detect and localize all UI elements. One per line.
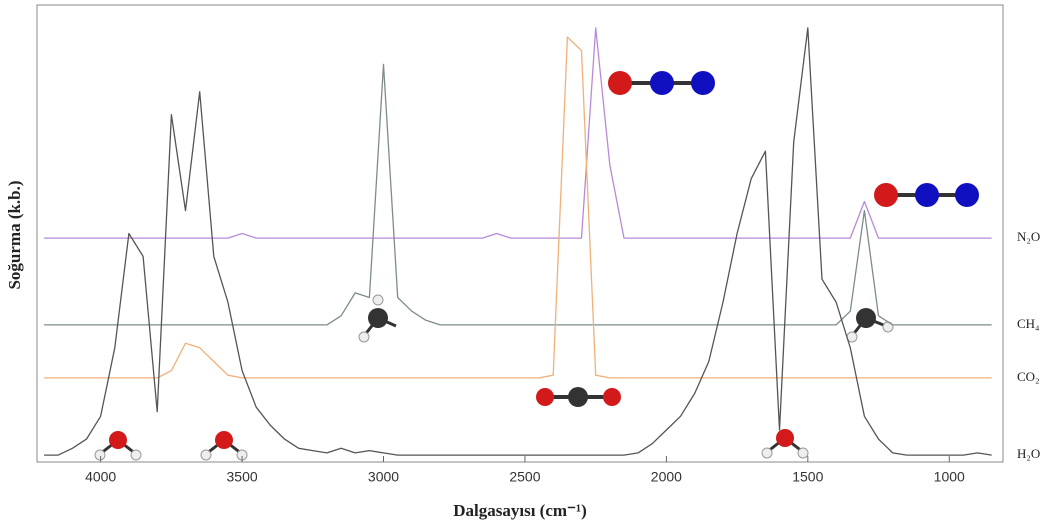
x-tick-label: 2500 (509, 469, 540, 485)
x-tick-label: 3000 (368, 469, 399, 485)
x-tick-label: 1000 (934, 469, 965, 485)
x-tick-label: 3500 (227, 469, 258, 485)
series-label: N₂O (1017, 229, 1040, 244)
plot-frame (36, 4, 1004, 463)
co2-icon (536, 387, 621, 407)
n2o-icon (608, 71, 715, 95)
water-icon (200, 431, 248, 461)
molecule-icons (94, 71, 979, 461)
x-axis-title: Dalgasayısı (cm⁻¹) (453, 501, 587, 520)
x-tick-label: 4000 (85, 469, 116, 485)
spectrum-line (44, 27, 992, 239)
water-icon (94, 431, 142, 461)
spectrum-line (44, 36, 992, 379)
series-label: H₂O (1017, 446, 1040, 461)
x-tick-label: 2000 (651, 469, 682, 485)
n2o-icon (874, 183, 979, 207)
water-icon (761, 429, 809, 459)
series-label: CO₂ (1017, 369, 1040, 384)
y-axis-title: Soğurma (k.b.) (5, 180, 24, 289)
x-tick-label: 1500 (792, 469, 823, 485)
ch4-icon (358, 294, 397, 343)
spectrum-line (44, 27, 992, 456)
ch4-icon (846, 308, 894, 343)
series-label: CH₄ (1017, 316, 1040, 331)
spectrum-line (44, 63, 992, 326)
